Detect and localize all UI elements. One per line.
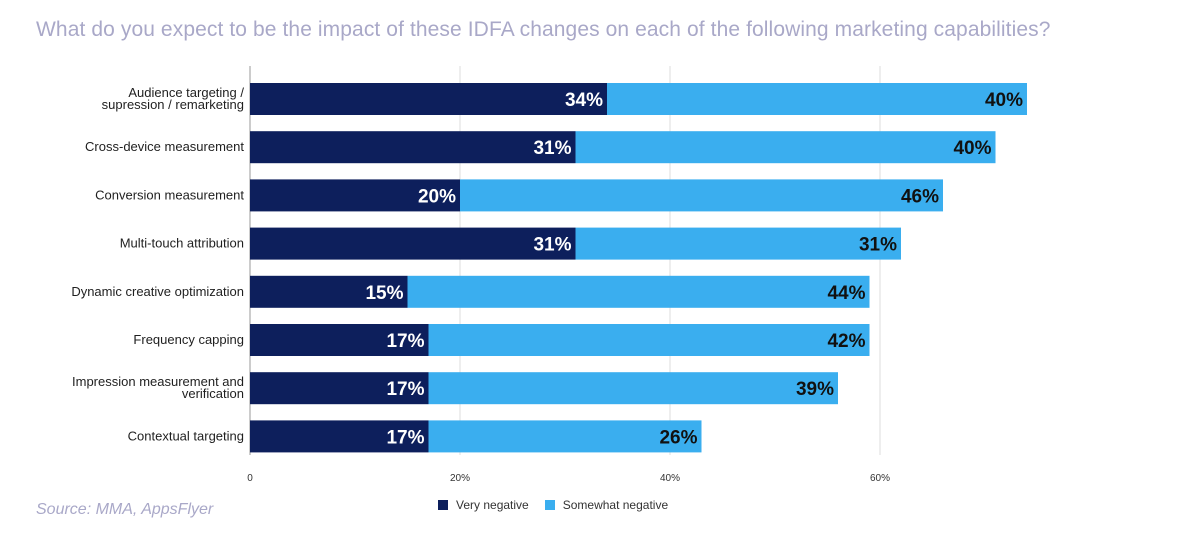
labels: 0 20% 40% 60% Audience targeting / supression… xyxy=(71,85,1023,484)
legend: Very negative Somewhat negative xyxy=(438,498,684,512)
bar-very-negative xyxy=(250,179,460,212)
bar-somewhat-negative xyxy=(407,275,870,308)
bar-very-negative xyxy=(250,227,576,260)
data-label: 39% xyxy=(796,379,834,400)
data-label: 44% xyxy=(827,283,865,304)
x-tick-label: 20% xyxy=(450,473,470,484)
category-label: Cross-device measurement xyxy=(85,139,244,154)
data-label: 17% xyxy=(386,427,424,448)
data-label: 15% xyxy=(365,283,403,304)
bar-somewhat-negative xyxy=(607,83,1027,115)
category-label: Audience targeting / supression / remarke… xyxy=(102,85,245,112)
legend-swatch-very-negative xyxy=(438,500,448,510)
data-label: 40% xyxy=(985,90,1023,111)
x-tick-label: 40% xyxy=(660,473,680,484)
legend-swatch-somewhat-negative xyxy=(544,500,555,510)
bar-very-negative xyxy=(250,324,429,356)
legend-label-very-negative: Very negative xyxy=(456,498,529,512)
data-label: 20% xyxy=(418,186,456,207)
bar-somewhat-negative xyxy=(575,131,996,164)
data-label: 17% xyxy=(386,379,424,400)
bar-very-negative xyxy=(250,83,607,115)
legend-item-somewhat-negative: Somewhat negative xyxy=(544,498,669,512)
bar-somewhat-negative xyxy=(575,227,901,260)
data-label: 31% xyxy=(533,235,571,256)
chart-title: What do you expect to be the impact of t… xyxy=(36,18,1051,41)
legend-label-somewhat-negative: Somewhat negative xyxy=(562,498,669,512)
data-label: 26% xyxy=(659,427,697,448)
data-label: 31% xyxy=(533,138,571,159)
x-tick-label: 60% xyxy=(870,473,890,484)
data-label: 17% xyxy=(386,331,424,352)
x-tick-label: 0 xyxy=(247,473,253,484)
data-label: 40% xyxy=(953,138,991,159)
category-label: Conversion measurement xyxy=(95,187,244,202)
legend-item-very-negative: Very negative xyxy=(438,498,529,512)
bar-very-negative xyxy=(250,372,429,405)
category-label: Frequency capping xyxy=(133,332,244,347)
data-label: 46% xyxy=(901,186,939,207)
bar-very-negative xyxy=(250,131,576,164)
category-label: Contextual targeting xyxy=(128,428,244,443)
bar-somewhat-negative xyxy=(428,372,838,405)
category-label: Multi-touch attribution xyxy=(120,236,244,251)
category-label: Dynamic creative optimization xyxy=(71,284,244,299)
data-label: 42% xyxy=(827,331,865,352)
bar-very-negative xyxy=(250,275,408,308)
category-label: Impression measurement and verification xyxy=(72,374,244,401)
bar-somewhat-negative xyxy=(428,324,870,356)
source-note: Source: MMA, AppsFlyer xyxy=(36,501,214,518)
bar-somewhat-negative xyxy=(460,179,943,212)
bar-very-negative xyxy=(250,420,429,453)
data-label: 34% xyxy=(565,90,603,111)
bar-somewhat-negative xyxy=(428,420,702,453)
data-label: 31% xyxy=(859,235,897,256)
bars xyxy=(250,83,1027,453)
